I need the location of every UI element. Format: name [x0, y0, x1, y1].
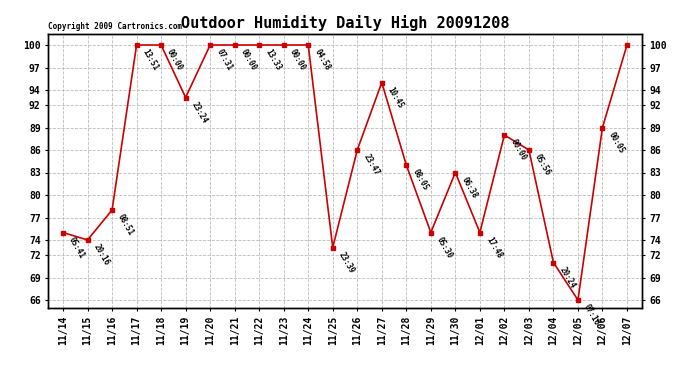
Text: 05:30: 05:30: [435, 235, 454, 260]
Text: Copyright 2009 Cartronics.com: Copyright 2009 Cartronics.com: [48, 22, 182, 31]
Title: Outdoor Humidity Daily High 20091208: Outdoor Humidity Daily High 20091208: [181, 15, 509, 31]
Text: 23:47: 23:47: [362, 153, 381, 177]
Text: 00:00: 00:00: [239, 48, 258, 72]
Text: 06:38: 06:38: [460, 175, 479, 200]
Text: 23:39: 23:39: [337, 250, 356, 275]
Text: 07:16: 07:16: [582, 303, 602, 327]
Text: 04:58: 04:58: [313, 48, 332, 72]
Text: 07:31: 07:31: [215, 48, 234, 72]
Text: 00:00: 00:00: [509, 138, 528, 162]
Text: 05:41: 05:41: [67, 235, 86, 260]
Text: 20:24: 20:24: [558, 265, 577, 290]
Text: 08:05: 08:05: [411, 168, 430, 192]
Text: 20:16: 20:16: [92, 243, 111, 267]
Text: 00:05: 00:05: [607, 130, 626, 155]
Text: 13:33: 13:33: [264, 48, 283, 72]
Text: 10:45: 10:45: [386, 85, 405, 110]
Text: 05:56: 05:56: [533, 153, 553, 177]
Text: 17:48: 17:48: [484, 235, 504, 260]
Text: 00:00: 00:00: [166, 48, 185, 72]
Text: 23:24: 23:24: [190, 100, 209, 125]
Text: 08:51: 08:51: [116, 213, 135, 237]
Text: 00:00: 00:00: [288, 48, 307, 72]
Text: 13:51: 13:51: [141, 48, 160, 72]
